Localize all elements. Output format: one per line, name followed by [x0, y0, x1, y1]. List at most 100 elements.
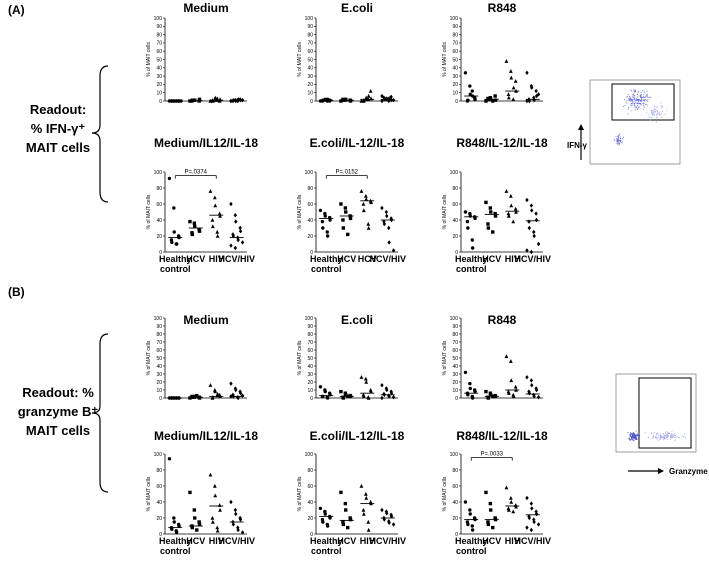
data-point: [466, 98, 470, 102]
data-point: [233, 507, 238, 513]
data-point: [391, 395, 396, 400]
flow-event: [633, 436, 635, 438]
data-point: [213, 95, 218, 100]
flow-event: [642, 90, 644, 91]
data-point: [363, 193, 368, 198]
flow-event: [648, 116, 650, 118]
flow-event: [655, 434, 657, 436]
y-tick-label: 40: [307, 218, 313, 224]
data-point: [363, 376, 368, 381]
flow-event: [685, 437, 686, 438]
data-point: [488, 206, 493, 210]
granzyme-axis-label: Granzyme B: [669, 467, 709, 476]
data-point: [231, 233, 236, 239]
flow-event: [635, 438, 637, 439]
data-point: [463, 210, 468, 214]
panel-7: E.coli 0 10 20 30 40 50 60 70 80 90 100 % of MAIT ce…: [297, 313, 398, 402]
x-category-label: HCV/HIV: [514, 254, 551, 264]
flow-event: [667, 432, 669, 434]
flow-event: [669, 438, 671, 440]
y-tick-label: 30: [452, 372, 458, 378]
flow-event: [632, 434, 634, 436]
flow-event: [630, 97, 632, 99]
flow-event: [636, 102, 638, 104]
data-point: [174, 530, 179, 535]
flow-event: [662, 434, 664, 436]
flow-event: [631, 433, 633, 435]
y-tick-label: 50: [452, 356, 458, 362]
flow-event: [636, 99, 638, 101]
y-tick-label: 20: [452, 234, 458, 240]
data-point: [236, 525, 240, 530]
data-point: [529, 501, 534, 506]
flow-event: [641, 96, 643, 98]
flow-event: [630, 433, 632, 435]
data-point: [197, 522, 202, 527]
data-point: [364, 95, 369, 100]
data-point: [468, 381, 472, 386]
data-point: [193, 394, 197, 399]
data-point: [389, 391, 394, 396]
flow-event: [628, 437, 630, 439]
data-point: [318, 208, 323, 213]
flow-event: [633, 440, 635, 442]
flow-event: [651, 432, 652, 434]
flow-event: [656, 110, 658, 112]
flow-event: [635, 436, 637, 438]
data-point: [493, 94, 497, 98]
y-tick-label: 50: [452, 57, 458, 63]
data-point: [339, 490, 343, 495]
flow-event: [643, 90, 645, 92]
y-tick-label: 100: [154, 316, 163, 322]
y-axis-label: % of MAIT cells: [297, 42, 303, 77]
data-point: [364, 379, 369, 384]
flow-event: [637, 100, 639, 102]
data-point: [341, 520, 345, 524]
flow-event: [618, 139, 620, 140]
data-point: [513, 78, 518, 83]
panel-title: Medium: [183, 1, 228, 15]
data-point: [344, 97, 348, 102]
data-point: [532, 394, 536, 399]
data-point: [320, 219, 325, 224]
data-point: [527, 219, 531, 224]
y-tick-label: 70: [156, 340, 162, 346]
flow-event: [617, 139, 619, 141]
data-point: [514, 209, 518, 214]
y-tick-label: 80: [156, 468, 162, 474]
data-point: [463, 500, 468, 504]
data-point: [234, 387, 238, 393]
flow-event: [676, 435, 678, 437]
flow-event: [684, 433, 685, 435]
x-category-label: control: [160, 264, 191, 274]
flow-event: [631, 98, 633, 100]
data-point: [511, 394, 516, 399]
data-point: [369, 389, 373, 394]
x-category-label: HCV: [482, 536, 501, 546]
flow-event: [656, 114, 658, 116]
flow-event: [664, 436, 666, 438]
y-tick-label: 60: [156, 202, 162, 208]
flow-event: [640, 95, 642, 97]
data-point: [240, 530, 245, 535]
panel-10: E.coli/IL-12/IL-18 0 20 40 60 80 100 % of MAIT …: [297, 429, 406, 556]
y-axis-label: % of MAIT cells: [442, 42, 448, 77]
data-point: [210, 519, 215, 524]
flow-event: [636, 435, 638, 437]
data-point: [466, 393, 470, 397]
flow-event: [616, 140, 618, 141]
flow-event: [667, 434, 669, 436]
flow-event: [640, 101, 642, 103]
y-tick-label: 80: [307, 332, 313, 338]
data-point: [488, 501, 493, 506]
flow-event: [626, 100, 627, 102]
flow-event: [653, 436, 655, 438]
data-point: [190, 525, 195, 530]
data-point: [172, 516, 176, 520]
data-point: [508, 193, 513, 198]
flow-event: [622, 136, 624, 138]
flow-event: [630, 438, 632, 440]
flow-event: [640, 94, 642, 95]
y-tick-label: 20: [156, 380, 162, 386]
flow-event: [634, 109, 636, 111]
